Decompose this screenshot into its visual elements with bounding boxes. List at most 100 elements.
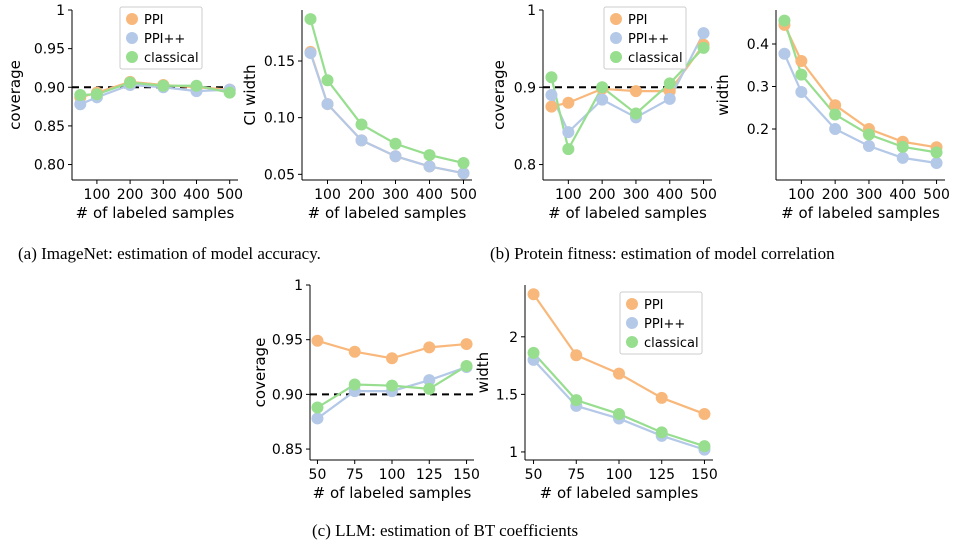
x-tick-label: 100 [555,187,582,203]
legend-label: classical [628,51,683,66]
x-tick-label: 200 [589,187,616,203]
y-tick-label: 0.4 [747,37,769,53]
y-tick-label: 0.95 [34,42,65,58]
caption-a: (a) ImageNet: estimation of model accura… [18,244,321,263]
legend-label: PPI [628,13,648,28]
x-tick-label: 50 [309,467,327,483]
data-point-ppipp [311,412,324,425]
legend-label: PPI++ [644,317,685,332]
data-point-classical [90,88,103,101]
legend-box [119,6,203,70]
data-point-classical [74,89,87,101]
chart-a2: 0.05 0.10 0.15 100 200 300 400 500# of labeled … [241,10,477,222]
y-tick-label: 0.10 [264,111,295,127]
data-point-ppi [698,407,711,420]
x-tick-label: 75 [346,467,364,483]
y-tick-label: 1 [294,278,303,294]
data-point-classical [423,149,436,162]
data-point-classical [629,107,642,120]
data-point-ppipp [862,140,875,152]
legend-marker [626,317,638,329]
data-point-ppi [562,96,575,109]
data-point-ppipp [697,27,710,40]
data-point-ppi [629,85,642,98]
data-point-ppipp [74,98,87,111]
x-tick-label: 75 [567,467,585,483]
legend-marker [126,32,138,44]
caption-c: (c) LLM: estimation of BT coefficients [312,521,579,540]
y-tick-label: 0.90 [34,80,65,96]
x-axis-label: # of labeled samples [76,204,235,222]
data-point-classical [829,108,842,121]
x-tick-label: 400 [656,187,683,203]
x-tick-label: 400 [889,187,916,203]
x-tick-label: 100 [606,467,633,483]
x-axis-label: # of labeled samples [540,484,699,502]
data-point-ppi [527,288,540,301]
data-point-classical [389,137,402,150]
data-point-classical [190,79,203,92]
chart-b2: 0.2 0.3 0.4 100 200 300 400 500# of labeled sam… [714,10,950,222]
legend-marker [610,51,622,63]
data-point-classical [778,14,791,27]
legend-marker [610,32,622,44]
x-tick-label: 125 [648,467,675,483]
y-tick-label: 0.05 [264,167,295,183]
data-point-ppipp [321,98,334,111]
data-point-classical [124,76,137,89]
data-point-ppi [655,391,668,404]
legend-label: PPI++ [628,32,669,47]
data-point-ppi [795,55,808,67]
data-point-classical [596,81,609,94]
x-axis-label: # of labeled samples [781,204,940,222]
y-tick-label: 0.9 [514,80,536,96]
x-tick-label: 300 [623,187,650,203]
legend: PPI PPI++ classical [603,6,687,70]
legend-label: classical [644,336,699,351]
data-point-classical [386,379,398,392]
y-axis-label: width [474,352,492,393]
data-point-ppi [423,341,436,354]
series-line-ppipp [309,52,464,175]
series-line-classical [783,20,937,154]
x-tick-label: 400 [183,187,210,203]
x-tick-label: 400 [416,187,443,203]
data-point-ppipp [304,47,317,60]
data-point-ppipp [545,89,558,101]
data-point-ppipp [829,123,842,135]
series-line-ppipp [550,32,705,134]
data-point-classical [570,394,583,407]
x-tick-label: 300 [856,187,883,203]
x-tick-label: 100 [314,187,341,203]
x-tick-label: 150 [691,467,718,483]
data-point-classical [423,382,436,395]
series-line-ppi [309,51,464,175]
data-point-classical [157,79,170,92]
y-tick-label: 0.3 [747,80,769,96]
y-axis-label: CI width [241,64,259,125]
series-line-classical [532,352,705,448]
legend-marker [610,13,622,25]
data-point-ppipp [596,93,609,106]
legend-marker [626,298,638,310]
data-point-classical [311,401,324,414]
legend-marker [126,13,138,25]
legend-marker [626,336,638,348]
data-point-classical [698,440,711,453]
chart-b1: 0.8 0.9 1 100 200 300 400 500# of labeled sampl… [490,3,717,222]
data-point-ppipp [423,160,436,173]
x-tick-label: 300 [150,187,177,203]
data-point-classical [348,378,361,391]
data-point-classical [655,426,668,439]
x-tick-label: 500 [216,187,243,203]
data-point-classical [527,346,540,359]
y-tick-label: 0.85 [34,119,65,135]
data-point-ppi [348,345,361,358]
data-point-ppipp [778,47,791,60]
data-point-classical [862,128,875,141]
x-tick-label: 200 [822,187,849,203]
x-axis-label: # of labeled samples [313,484,472,502]
legend-marker [126,51,138,63]
x-tick-label: 300 [382,187,409,203]
